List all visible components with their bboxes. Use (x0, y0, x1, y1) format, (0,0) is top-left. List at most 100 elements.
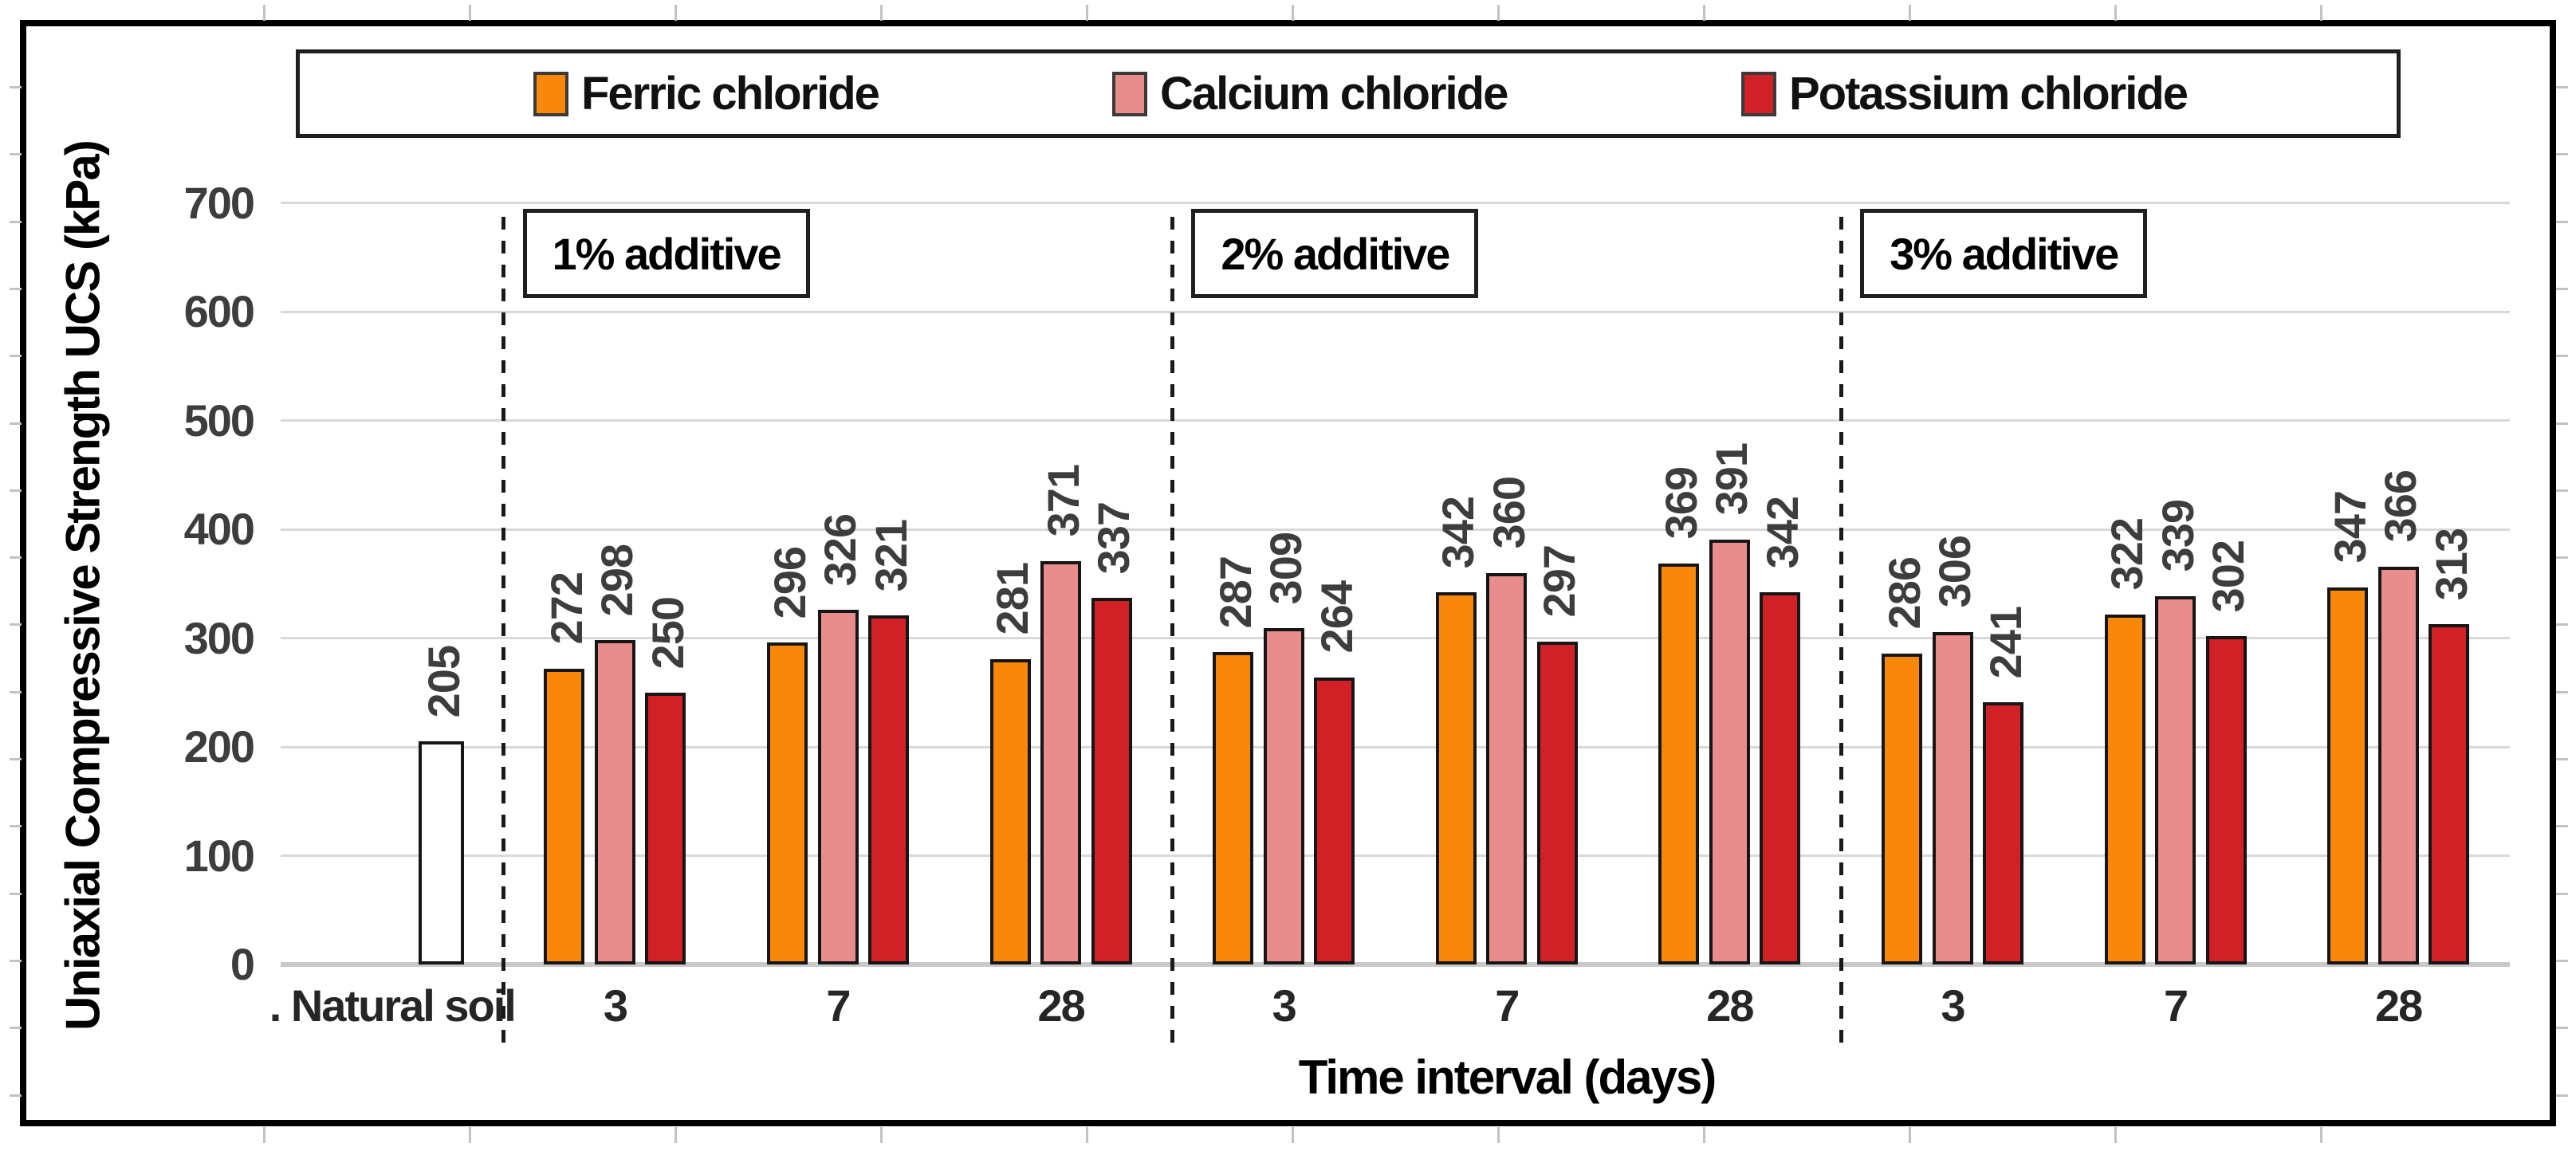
bar-potassium-chloride-g2-7d (1536, 641, 1578, 964)
bar-calcium-chloride-g2-3d-value-label: 309 (1260, 532, 1312, 605)
x-category-label-7-g1: 7 (826, 980, 851, 1031)
gridline-700 (281, 202, 2510, 205)
edge-tick (263, 1127, 265, 1143)
bar-ferric-chloride-g1-28d (989, 658, 1031, 964)
bar-potassium-chloride-g3-7d-value-label: 302 (2203, 540, 2254, 612)
edge-tick (10, 556, 22, 560)
ferric-chloride-swatch-icon (533, 71, 568, 116)
edge-tick (1703, 5, 1705, 21)
edge-tick (2556, 1094, 2568, 1097)
edge-tick (10, 959, 22, 962)
additive-group-box-3: 3% additive (1860, 209, 2148, 298)
edge-tick (2556, 825, 2568, 828)
edge-tick (2556, 153, 2568, 156)
edge-tick (10, 422, 22, 425)
x-category-label-3-g3: 3 (1941, 980, 1965, 1031)
bar-ferric-chloride-g2-7d (1435, 592, 1477, 964)
bar-ferric-chloride-g1-28d-value-label: 281 (987, 563, 1038, 635)
y-tick-label-0: 0 (230, 939, 255, 989)
additive-group-box-2: 2% additive (1191, 209, 1479, 298)
bar-ferric-chloride-g3-7d (2104, 614, 2145, 964)
edge-tick (880, 1127, 883, 1143)
edge-tick (10, 355, 22, 358)
y-axis-title: Uniaxial Compressive Strength UCS (kPa) (56, 141, 110, 1031)
edge-tick (10, 153, 22, 156)
edge-tick (674, 5, 677, 21)
legend-label: Potassium chloride (1789, 68, 2189, 120)
x-axis-line (281, 962, 2510, 967)
bar-calcium-chloride-g3-7d (2155, 595, 2196, 964)
edge-tick (1703, 1127, 1705, 1143)
bar-potassium-chloride-g1-28d (1091, 598, 1132, 964)
x-axis-title: Time interval (days) (1298, 1050, 1717, 1104)
bar-calcium-chloride-g2-28d-value-label: 391 (1706, 443, 1757, 516)
y-tick-label-500: 500 (183, 395, 255, 446)
bar-potassium-chloride-g2-7d-value-label: 297 (1534, 545, 1585, 618)
bar-ferric-chloride-g1-3d-value-label: 272 (541, 572, 592, 645)
edge-tick (10, 287, 22, 290)
edge-tick (674, 1127, 677, 1143)
bar-ferric-chloride-g1-7d (767, 642, 808, 964)
edge-tick (2556, 86, 2568, 88)
bar-calcium-chloride-g3-3d-value-label: 306 (1929, 536, 1980, 608)
x-category-label-natural-soil: . Natural soil (269, 980, 517, 1031)
bar-ferric-chloride-g2-28d-value-label: 369 (1655, 467, 1706, 540)
bar-potassium-chloride-g3-28d (2429, 623, 2470, 964)
edge-tick (1909, 1127, 1911, 1143)
bar-ferric-chloride-g3-7d-value-label: 322 (2102, 518, 2153, 591)
bar-natural-soil-value-label: 205 (418, 645, 469, 718)
bar-calcium-chloride-g2-7d-value-label: 360 (1483, 477, 1534, 549)
edge-tick (1497, 1127, 1500, 1143)
bar-potassium-chloride-g3-7d (2205, 635, 2247, 964)
bar-potassium-chloride-g1-7d-value-label: 321 (865, 519, 916, 592)
group-separator-3 (1839, 217, 1843, 1054)
bar-calcium-chloride-g2-7d (1486, 572, 1528, 964)
edge-tick (263, 5, 265, 21)
gridline-500 (281, 419, 2510, 422)
edge-tick (2556, 758, 2568, 760)
bar-ferric-chloride-g3-3d (1882, 653, 1922, 964)
y-tick-label-600: 600 (183, 286, 255, 337)
bar-ferric-chloride-g2-28d (1658, 563, 1700, 964)
bar-ferric-chloride-g1-3d (544, 668, 585, 964)
group-separator-2 (1170, 217, 1174, 1054)
bar-calcium-chloride-g3-28d (2377, 566, 2419, 964)
bar-ferric-chloride-g2-7d-value-label: 342 (1433, 496, 1484, 569)
edge-tick (2320, 5, 2322, 21)
edge-tick (2556, 690, 2568, 693)
legend-label: Ferric chloride (581, 68, 880, 120)
bar-potassium-chloride-g2-28d (1760, 592, 1801, 964)
y-tick-label-700: 700 (183, 177, 255, 228)
y-tick-label-300: 300 (183, 612, 255, 663)
bar-potassium-chloride-g1-3d-value-label: 250 (642, 596, 693, 669)
gridline-300 (281, 637, 2510, 640)
bar-calcium-chloride-g1-28d-value-label: 371 (1037, 465, 1088, 537)
legend-item-calcium-chloride: Calcium chloride (1112, 53, 1508, 134)
bar-ferric-chloride-g2-3d-value-label: 287 (1209, 556, 1260, 629)
edge-tick (10, 489, 22, 492)
y-tick-label-400: 400 (183, 504, 255, 555)
bar-ferric-chloride-g2-3d (1213, 652, 1254, 964)
edge-tick (2556, 1027, 2568, 1030)
edge-tick (1292, 1127, 1294, 1143)
bar-calcium-chloride-g3-28d-value-label: 366 (2375, 470, 2426, 543)
edge-tick (1086, 5, 1088, 21)
y-tick-label-100: 100 (183, 830, 255, 881)
edge-tick (2556, 959, 2568, 962)
legend-label: Calcium chloride (1160, 68, 1508, 120)
bar-calcium-chloride-g1-3d (594, 640, 635, 964)
edge-tick (2556, 489, 2568, 492)
edge-tick (880, 5, 883, 21)
edge-tick (1292, 5, 1294, 21)
edge-tick (10, 1094, 22, 1097)
bar-calcium-chloride-g1-7d (817, 610, 859, 964)
edge-tick (10, 1027, 22, 1030)
bar-potassium-chloride-g1-3d (645, 692, 686, 964)
bar-ferric-chloride-g3-3d-value-label: 286 (1878, 557, 1929, 630)
x-category-label-7-g3: 7 (2164, 980, 2189, 1031)
bar-calcium-chloride-g2-28d (1709, 539, 1750, 964)
edge-tick (10, 892, 22, 895)
edge-tick (469, 5, 471, 21)
edge-tick (10, 825, 22, 828)
